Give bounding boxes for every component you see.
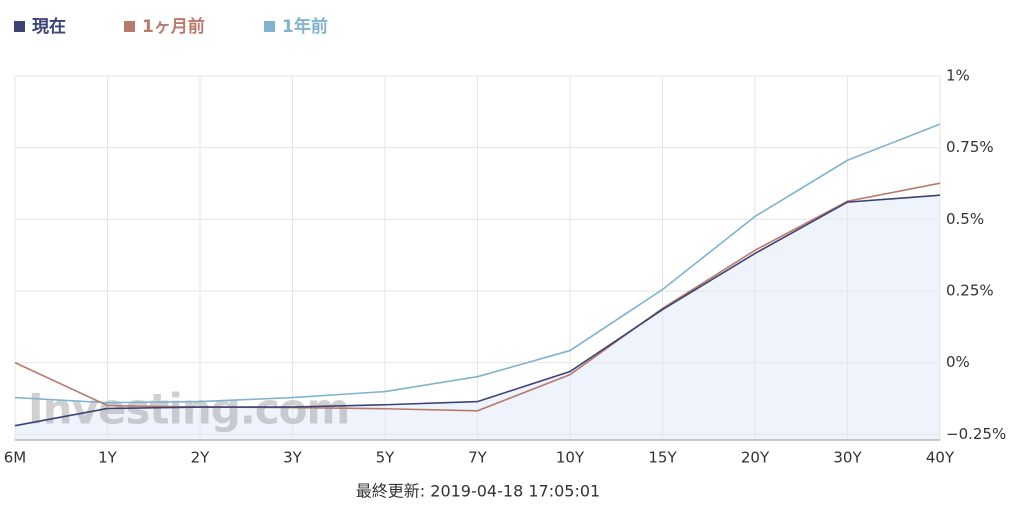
series-line [14, 194, 941, 427]
legend-label: 1ヶ月前 [142, 16, 205, 37]
y-tick-label: 0.5% [946, 210, 984, 228]
series-line [14, 182, 941, 412]
y-tick-label: −0.25% [946, 425, 1006, 443]
x-tick-label: 30Y [833, 449, 862, 467]
legend-swatch [264, 21, 275, 32]
x-tick-label: 15Y [648, 449, 677, 467]
y-tick-label: 0% [946, 353, 970, 371]
x-tick-label: 5Y [376, 449, 396, 467]
x-tick-label: 10Y [556, 449, 585, 467]
x-tick-label: 20Y [741, 449, 770, 467]
y-tick-label: 0.25% [946, 281, 994, 299]
series-line [14, 123, 941, 404]
legend-label: 現在 [32, 16, 66, 37]
y-tick-label: 1% [946, 67, 970, 85]
legend-label: 1年前 [282, 16, 328, 37]
x-tick-label: 1Y [98, 449, 118, 467]
footnote: 最終更新: 2019-04-18 17:05:01 [356, 482, 600, 501]
legend-swatch [124, 21, 135, 32]
x-tick-label: 2Y [191, 449, 211, 467]
area [15, 195, 940, 440]
x-tick-label: 6M [4, 449, 27, 467]
x-tick-label: 3Y [283, 449, 303, 467]
watermark: Investing.com [28, 385, 349, 434]
y-tick-label: 0.75% [946, 138, 994, 156]
legend-swatch [14, 21, 25, 32]
x-tick-label: 7Y [468, 449, 488, 467]
x-tick-label: 40Y [926, 449, 955, 467]
